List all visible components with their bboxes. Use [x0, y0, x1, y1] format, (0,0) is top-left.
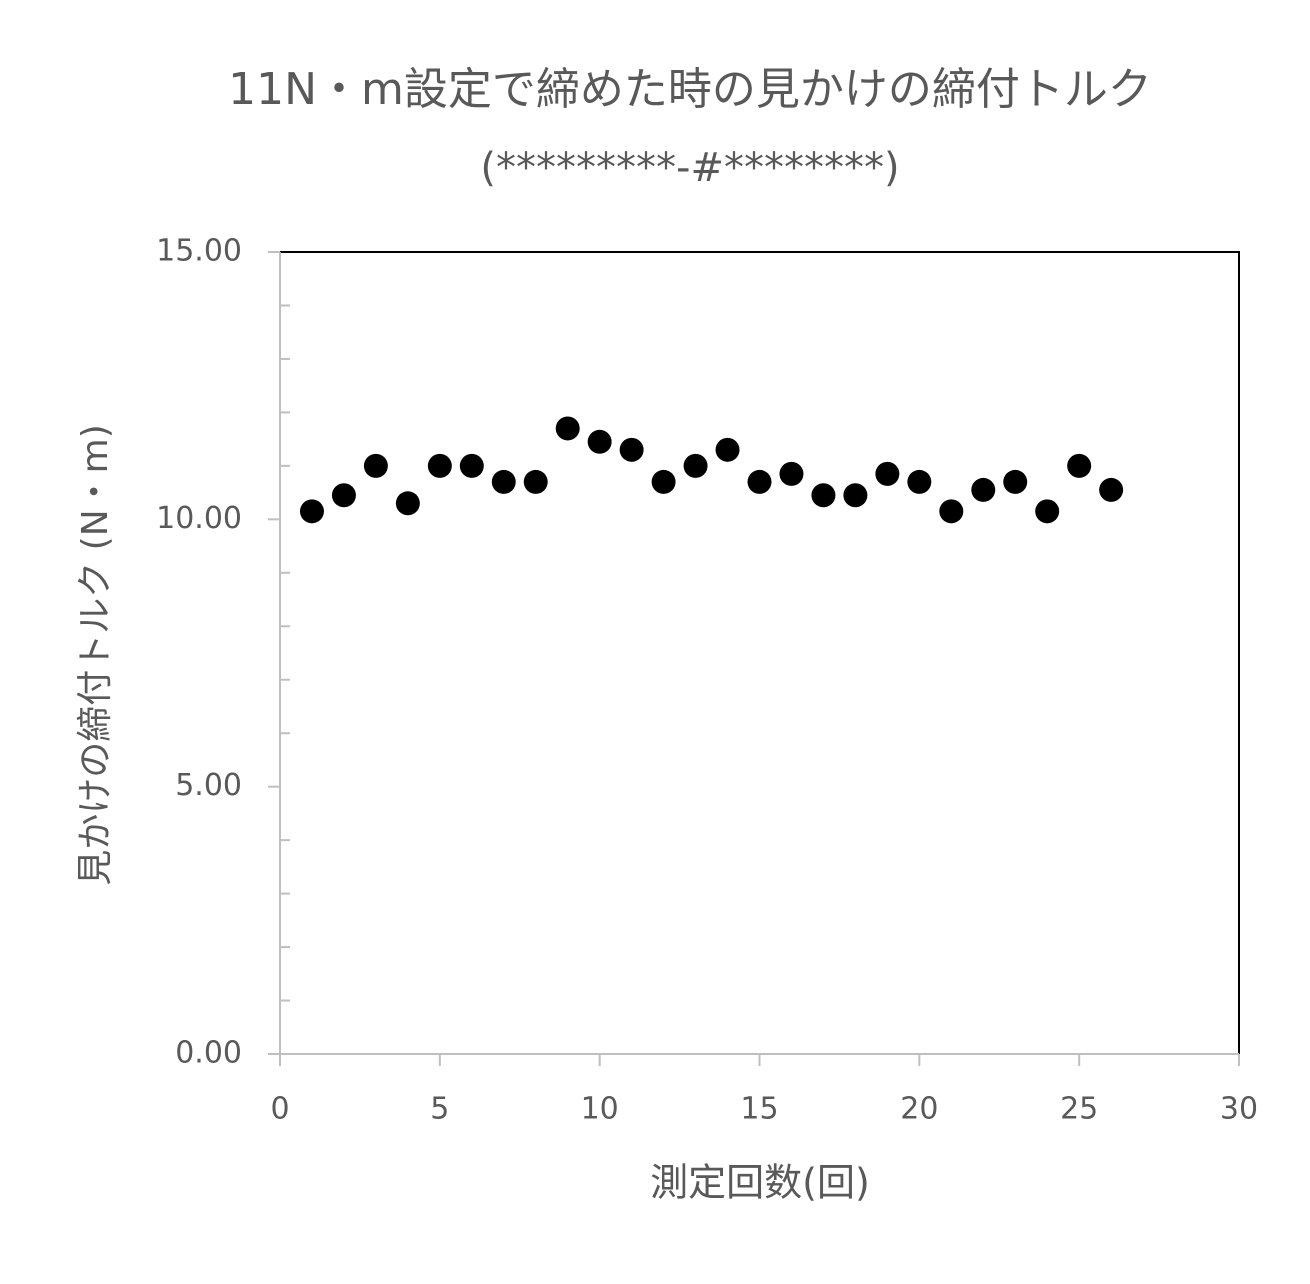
chart-title: 11N・m設定で締めた時の見かけの締付トルク — [228, 64, 1152, 115]
point — [875, 461, 900, 486]
point — [427, 453, 452, 478]
point — [747, 469, 772, 494]
y-tick-label: 5.00 — [175, 768, 242, 803]
point — [939, 499, 964, 524]
point — [1003, 469, 1028, 494]
point — [395, 491, 420, 516]
x-tick-label: 25 — [1060, 1092, 1098, 1127]
point — [587, 429, 612, 454]
point — [523, 469, 548, 494]
point — [779, 461, 804, 486]
y-tick-label: 10.00 — [156, 501, 242, 536]
point — [363, 453, 388, 478]
y-tick-label: 0.00 — [175, 1036, 242, 1071]
point — [811, 483, 836, 508]
point — [459, 453, 484, 478]
point — [1067, 453, 1092, 478]
x-tick-label: 5 — [430, 1092, 449, 1127]
point — [843, 483, 868, 508]
point — [907, 469, 932, 494]
point — [651, 469, 676, 494]
point — [971, 477, 996, 502]
x-tick-label: 10 — [581, 1092, 619, 1127]
point — [683, 453, 708, 478]
point — [299, 499, 324, 524]
x-tick-label: 15 — [740, 1092, 778, 1127]
x-tick-label: 30 — [1220, 1092, 1258, 1127]
point — [1035, 499, 1060, 524]
y-axis-label: 見かけの締付トルク (N・m) — [75, 424, 116, 886]
point — [619, 437, 644, 462]
x-tick-label: 20 — [900, 1092, 938, 1127]
y-tick-label: 15.00 — [156, 234, 242, 269]
point — [715, 437, 740, 462]
x-tick-label: 0 — [270, 1092, 289, 1127]
point — [331, 483, 356, 508]
point — [491, 469, 516, 494]
chart-subtitle: (*********-#********) — [480, 145, 899, 191]
plot-frame — [280, 251, 1240, 1054]
x-axis-label: 測定回数(回) — [650, 1161, 870, 1205]
point — [555, 416, 580, 441]
point — [1099, 477, 1124, 502]
